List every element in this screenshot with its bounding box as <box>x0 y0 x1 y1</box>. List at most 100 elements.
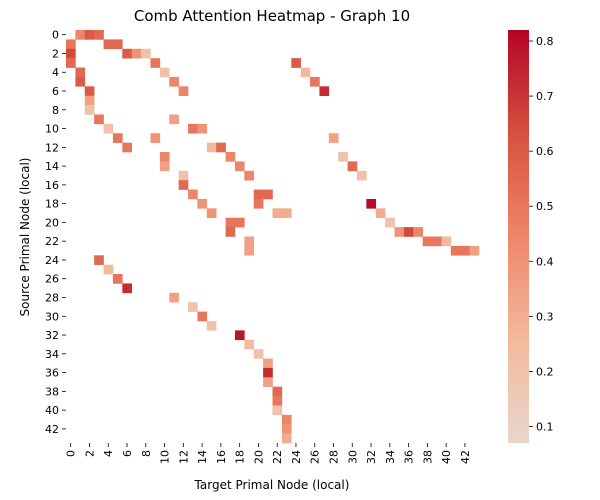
heatmap-cell <box>122 142 133 153</box>
y-tick-label: 34 <box>45 348 59 361</box>
heatmap-cell <box>385 217 395 228</box>
heatmap-cell <box>188 302 198 312</box>
heatmap-cell <box>253 349 264 359</box>
heatmap-cell <box>197 198 208 209</box>
y-tick-label: 40 <box>45 404 59 417</box>
heatmap-cell <box>66 58 76 68</box>
heatmap-cell <box>234 330 245 341</box>
colorbar-tick-label: 0.2 <box>536 365 554 378</box>
heatmap-cell <box>122 283 133 294</box>
x-tick-label: 30 <box>346 450 359 464</box>
heatmap-cell <box>244 170 255 181</box>
heatmap-cell <box>122 48 133 59</box>
heatmap-cell <box>338 152 348 162</box>
heatmap-cell <box>84 30 95 40</box>
heatmap-cell <box>112 274 123 284</box>
heatmap-cell <box>244 245 255 256</box>
heatmap-cell <box>66 39 76 50</box>
x-tick-label: 6 <box>121 450 134 457</box>
heatmap-cell <box>169 114 179 125</box>
heatmap-cell <box>244 236 255 247</box>
colorbar-tick-label: 0.4 <box>536 255 554 268</box>
x-tick-label: 10 <box>159 450 172 464</box>
heatmap-cell <box>103 264 114 275</box>
y-tick-label: 14 <box>45 160 59 173</box>
heatmap-cell <box>413 227 423 237</box>
heatmap-cell <box>66 48 76 59</box>
y-axis-label: Source Primal Node (local) <box>18 158 32 317</box>
x-tick-label: 12 <box>177 450 190 464</box>
heatmap-cell <box>272 405 283 416</box>
heatmap-cell <box>103 39 114 50</box>
y-tick-label: 36 <box>45 367 59 380</box>
heatmap-cell <box>366 198 377 209</box>
heatmap-cell <box>281 433 292 444</box>
heatmap-cell <box>225 217 236 228</box>
heatmap-cell <box>469 245 480 256</box>
heatmap-cell <box>75 76 86 87</box>
heatmap-cell <box>450 245 461 256</box>
x-tick-label: 38 <box>421 450 434 464</box>
heatmap-cell <box>141 48 151 59</box>
heatmap-cell <box>206 208 217 219</box>
x-tick-label: 20 <box>252 450 265 464</box>
heatmap-cell <box>263 367 273 378</box>
heatmap-cell <box>94 255 104 265</box>
heatmap-cell <box>178 86 189 97</box>
x-tick-label: 22 <box>271 450 284 464</box>
heatmap-cell <box>94 30 104 40</box>
heatmap-cell <box>244 339 255 350</box>
heatmap-cell <box>84 105 95 115</box>
heatmap-cell <box>131 48 142 59</box>
x-tick-label: 16 <box>215 450 228 464</box>
y-tick-label: 32 <box>45 329 59 342</box>
x-tick-label: 40 <box>440 450 453 464</box>
colorbar-tick-label: 0.7 <box>536 90 554 103</box>
heatmap-cell <box>281 424 292 434</box>
heatmap-cell <box>94 114 104 125</box>
heatmap-cell <box>422 236 433 247</box>
x-tick-label: 14 <box>196 450 209 464</box>
heatmap-cell <box>169 292 179 303</box>
y-tick-label: 12 <box>45 141 59 154</box>
heatmap-cell <box>394 227 405 237</box>
heatmap-cell <box>300 67 311 78</box>
heatmap-cell <box>460 245 470 256</box>
heatmap-cell <box>263 358 273 369</box>
colorbar <box>508 30 529 443</box>
y-tick-label: 26 <box>45 273 59 286</box>
heatmap-cell <box>159 152 170 162</box>
y-tick-label: 30 <box>45 310 59 323</box>
colorbar-tick-label: 0.5 <box>536 200 554 213</box>
x-tick-label: 26 <box>309 450 322 464</box>
y-tick-label: 16 <box>45 179 59 192</box>
heatmap-cell <box>169 76 179 87</box>
heatmap-cell <box>281 414 292 425</box>
heatmap-cell <box>150 133 161 143</box>
x-tick-label: 32 <box>365 450 378 464</box>
heatmap-cell <box>206 142 217 153</box>
heatmap-cell <box>84 86 95 97</box>
heatmap-cell <box>328 133 339 143</box>
x-tick-label: 18 <box>234 450 247 464</box>
x-tick-label: 28 <box>328 450 341 464</box>
x-tick-label: 24 <box>290 450 303 464</box>
heatmap-cell <box>178 180 189 190</box>
heatmap-cell <box>272 386 283 397</box>
x-tick-label: 0 <box>65 450 78 457</box>
heatmap-cell <box>112 133 123 143</box>
heatmap-cell <box>159 161 170 172</box>
heatmap-cell <box>347 161 358 172</box>
x-tick-label: 2 <box>83 450 96 457</box>
heatmap-cell <box>403 227 414 237</box>
heatmap-cell <box>150 58 161 68</box>
colorbar-tick-label: 0.6 <box>536 145 554 158</box>
colorbar-tick-label: 0.8 <box>536 35 554 48</box>
heatmap-cell <box>356 170 367 181</box>
heatmap-cell <box>225 227 236 237</box>
x-tick-label: 8 <box>140 450 153 457</box>
heatmap-cell <box>112 39 123 50</box>
y-tick-label: 22 <box>45 235 59 248</box>
heatmap-cell <box>375 208 386 219</box>
